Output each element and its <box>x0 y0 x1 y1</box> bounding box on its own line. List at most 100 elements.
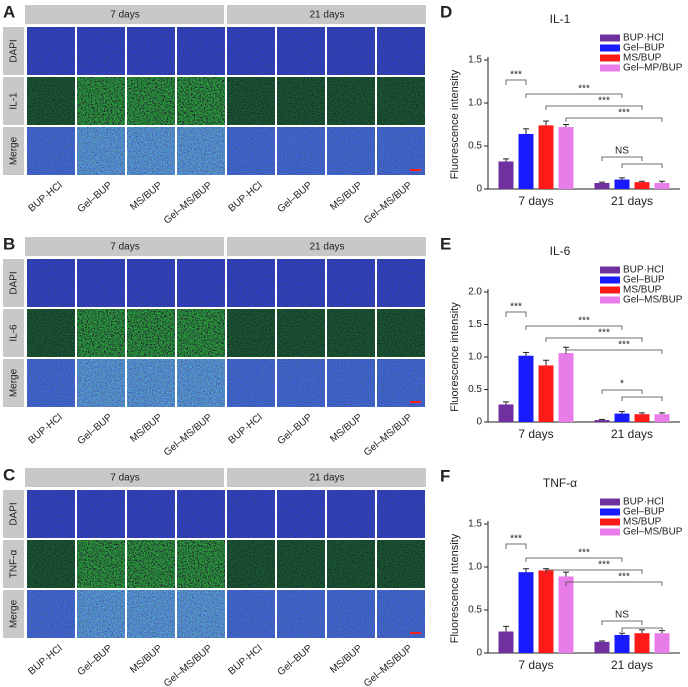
bar <box>558 353 574 422</box>
row-label: Merge <box>9 599 20 628</box>
micrograph <box>277 259 325 307</box>
chart-title: IL-6 <box>550 244 571 258</box>
micrograph <box>377 27 425 75</box>
column-label: BUP·HCl <box>226 412 264 446</box>
y-tick-label: 0.5 <box>468 605 482 616</box>
column-label: MS/BUP <box>328 180 365 213</box>
row-header <box>3 309 24 357</box>
bar <box>498 161 514 189</box>
legend-label: MS/BUP <box>623 285 662 296</box>
legend-label: Gel–MS/BUP <box>623 527 683 538</box>
legend-swatch <box>600 498 620 506</box>
bar <box>614 179 630 189</box>
y-tick-label: 0 <box>476 184 482 195</box>
legend-label: BUP·HCl <box>623 265 664 276</box>
significance-bracket <box>545 337 643 342</box>
micrograph <box>227 309 275 357</box>
column-label: Gel–MS/BUP <box>362 643 415 687</box>
bar <box>614 634 630 653</box>
bar <box>558 576 574 653</box>
micrograph <box>277 359 325 407</box>
row-header <box>3 490 24 538</box>
legend-swatch <box>600 528 620 536</box>
micrograph <box>77 359 125 407</box>
significance-bracket <box>621 163 663 168</box>
group-header <box>25 468 224 487</box>
legend-swatch <box>600 286 620 294</box>
panel-letter: E <box>440 234 451 253</box>
micrograph <box>377 77 425 125</box>
significance-label: *** <box>618 340 630 351</box>
group-label: 21 days <box>309 10 344 21</box>
bar <box>518 572 534 653</box>
micrograph <box>27 590 75 638</box>
micrograph <box>127 259 175 307</box>
micrograph <box>127 490 175 538</box>
micrograph <box>327 259 375 307</box>
x-tick-label: 21 days <box>611 194 653 208</box>
micrograph <box>227 359 275 407</box>
micrograph <box>327 359 375 407</box>
micrograph <box>327 127 375 175</box>
legend-swatch <box>600 34 620 42</box>
micrograph <box>127 359 175 407</box>
legend-swatch <box>600 276 620 284</box>
micrograph <box>77 590 125 638</box>
legend-swatch <box>600 64 620 72</box>
column-label: Gel–BUP <box>76 412 115 447</box>
column-label: MS/BUP <box>328 412 365 445</box>
column-label: MS/BUP <box>128 180 165 213</box>
micrograph <box>277 590 325 638</box>
significance-bracket <box>525 325 623 330</box>
y-tick-label: 1.0 <box>468 98 482 109</box>
column-label: BUP·HCl <box>226 180 264 214</box>
bar <box>538 570 554 653</box>
row-header <box>3 590 24 638</box>
row-label: Merge <box>9 136 20 165</box>
micrograph <box>327 540 375 588</box>
chart-title: IL-1 <box>550 12 571 26</box>
y-tick-label: 1.0 <box>468 562 482 573</box>
micrograph <box>77 490 125 538</box>
significance-label: *** <box>510 70 522 81</box>
group-header <box>25 237 224 256</box>
micrograph <box>77 77 125 125</box>
legend-label: Gel–BUP <box>623 43 665 54</box>
micrograph <box>77 540 125 588</box>
significance-bracket <box>621 627 663 632</box>
legend-swatch <box>600 44 620 52</box>
micrograph <box>77 127 125 175</box>
significance-bracket <box>621 396 663 401</box>
row-header <box>3 77 24 125</box>
micrograph <box>177 309 225 357</box>
bar <box>594 420 610 422</box>
bar <box>558 127 574 189</box>
group-label: 7 days <box>110 242 139 253</box>
micrograph <box>377 309 425 357</box>
micrograph <box>127 127 175 175</box>
row-header <box>3 540 24 588</box>
y-axis-title: Fluorescence intensity <box>449 302 461 412</box>
micrograph <box>277 540 325 588</box>
y-tick-label: 1.0 <box>468 352 482 363</box>
significance-bracket <box>505 311 527 317</box>
bar <box>594 641 610 653</box>
micrograph <box>77 27 125 75</box>
micrograph <box>277 27 325 75</box>
row-label: IL-1 <box>9 92 20 110</box>
micrograph <box>27 309 75 357</box>
micrograph <box>127 27 175 75</box>
micrograph <box>27 259 75 307</box>
y-tick-label: 0.5 <box>468 384 482 395</box>
row-label: DAPI <box>9 502 20 525</box>
column-label: Gel–BUP <box>276 412 315 447</box>
row-header <box>3 259 24 307</box>
legend-swatch <box>600 296 620 304</box>
panel-letter: F <box>440 466 450 485</box>
row-label: DAPI <box>9 271 20 294</box>
micrograph <box>227 540 275 588</box>
micrograph <box>27 127 75 175</box>
significance-label: NS <box>615 610 629 621</box>
group-header <box>227 237 426 256</box>
micrograph <box>327 590 375 638</box>
